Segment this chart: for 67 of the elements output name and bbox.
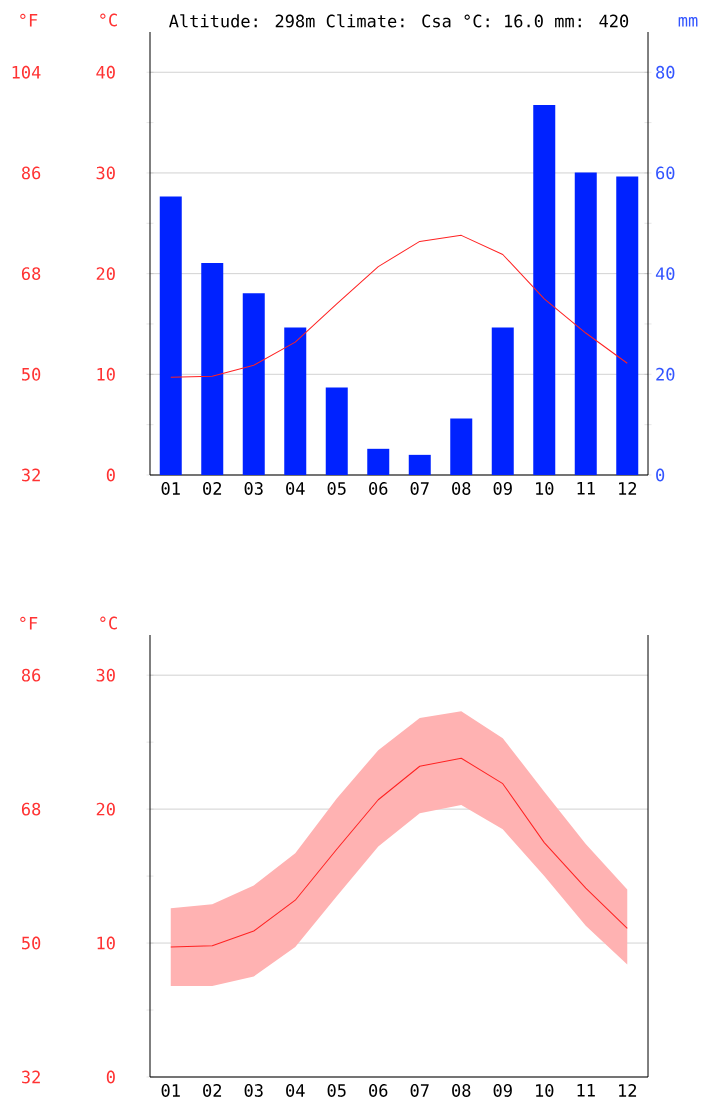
x-tick-label: 03 — [244, 482, 263, 495]
bar — [491, 327, 514, 475]
x-tick-label: 10 — [536, 482, 554, 495]
bar — [367, 448, 390, 475]
bar — [616, 176, 639, 475]
y3-tick-label: 86 — [21, 668, 41, 682]
x-tick-label: 02 — [203, 482, 222, 495]
bar — [159, 196, 182, 475]
y-tick-label: 0 — [106, 1070, 115, 1084]
x-tick-label: 06 — [369, 1084, 388, 1097]
bar — [201, 263, 224, 475]
x-tick-label: 01 — [161, 1084, 180, 1097]
x-tick-label: 12 — [619, 1084, 637, 1097]
bar — [284, 327, 307, 475]
chart-title: Altitude: 298m Climate: Csa °C: 16.0 mm: 420 — [169, 14, 629, 28]
y-axis-title: °C — [100, 616, 117, 630]
x-tick-label: 11 — [577, 482, 595, 495]
y2-tick-label: 40 — [655, 267, 675, 281]
y3-axis-title: °F — [20, 616, 38, 630]
bar — [325, 387, 348, 475]
x-tick-label: 07 — [410, 1084, 429, 1097]
bar — [242, 293, 265, 475]
line-series — [170, 234, 628, 378]
y-axis-title: °C — [100, 13, 117, 27]
x-tick-label: 03 — [244, 1084, 263, 1097]
x-tick-label: 08 — [452, 1084, 471, 1097]
bar — [574, 172, 597, 475]
x-tick-label: 09 — [493, 482, 512, 495]
y-tick-label: 20 — [96, 267, 115, 281]
y3-tick-label: 50 — [22, 936, 41, 950]
y3-tick-label: 86 — [21, 166, 41, 180]
y2-tick-label: 20 — [656, 367, 675, 381]
y-tick-label: 20 — [96, 802, 115, 816]
y3-tick-label: 32 — [22, 1070, 40, 1084]
bar — [408, 454, 431, 475]
x-tick-label: 02 — [203, 1084, 222, 1097]
line-series — [170, 757, 628, 948]
x-tick-label: 06 — [369, 482, 388, 495]
x-tick-label: 10 — [536, 1084, 554, 1097]
y3-tick-label: 32 — [22, 468, 40, 482]
bar — [450, 418, 473, 475]
x-tick-label: 04 — [286, 1084, 305, 1097]
y-tick-label: 30 — [96, 166, 115, 180]
x-tick-label: 07 — [410, 482, 429, 495]
y-tick-label: 0 — [106, 468, 115, 482]
y2-tick-label: 60 — [656, 166, 675, 180]
x-tick-label: 12 — [619, 482, 637, 495]
x-tick-label: 08 — [452, 482, 471, 495]
x-tick-label: 11 — [577, 1084, 595, 1097]
y3-tick-label: 68 — [21, 267, 41, 281]
y3-tick-label: 68 — [21, 802, 41, 816]
x-tick-label: 04 — [286, 482, 305, 495]
bar — [533, 104, 556, 475]
y-tick-label: 40 — [96, 65, 115, 79]
x-tick-label: 01 — [161, 482, 180, 495]
y-tick-label: 10 — [97, 936, 115, 950]
y2-tick-label: 80 — [656, 65, 675, 79]
y-tick-label: 10 — [97, 367, 115, 381]
y3-tick-label: 104 — [12, 65, 41, 79]
x-tick-label: 05 — [327, 1084, 346, 1097]
x-tick-label: 05 — [327, 482, 346, 495]
y2-axis-title: mm — [678, 16, 698, 27]
y-tick-label: 30 — [96, 668, 115, 682]
y2-tick-label: 0 — [656, 468, 665, 482]
y3-axis-title: °F — [20, 13, 38, 27]
x-tick-label: 09 — [493, 1084, 512, 1097]
y3-tick-label: 50 — [22, 367, 41, 381]
